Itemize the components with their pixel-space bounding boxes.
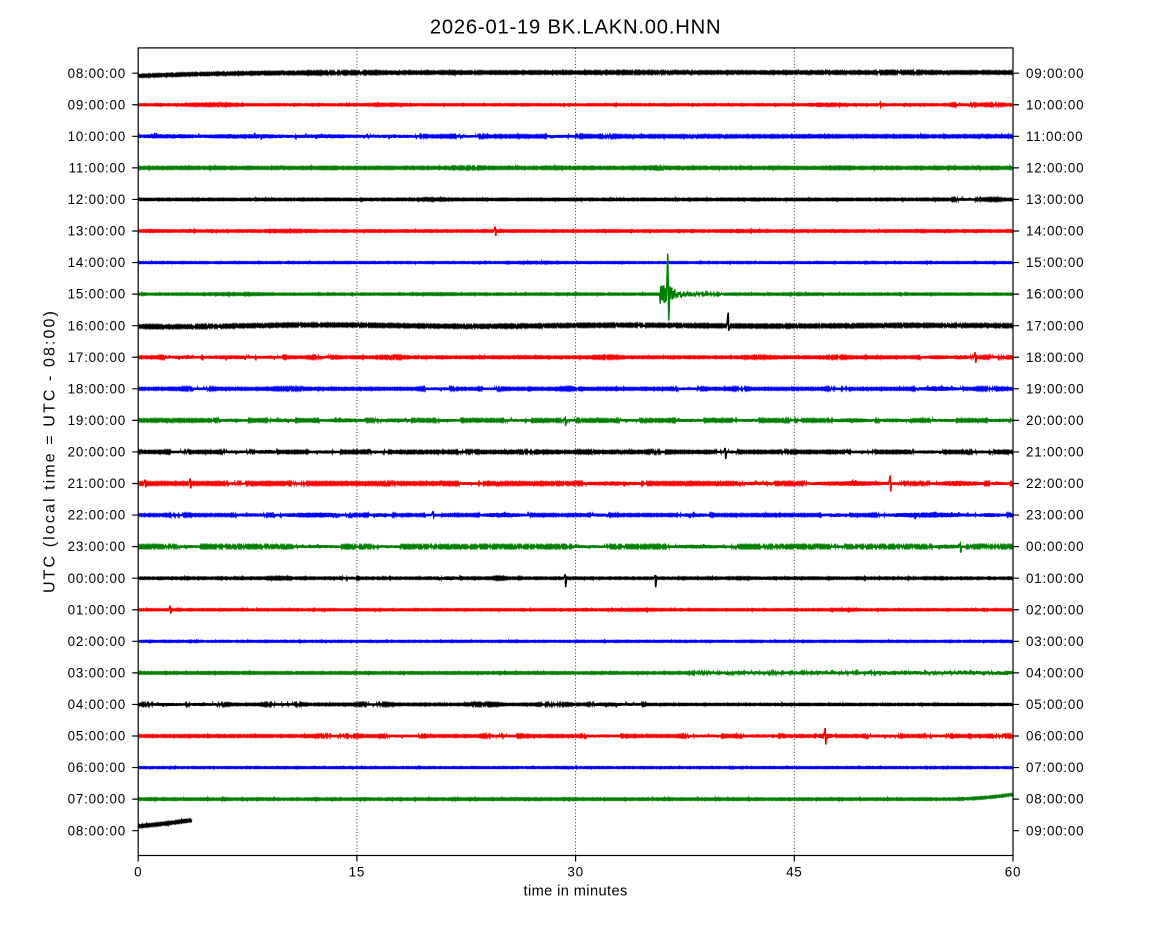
svg-text:15:00:00: 15:00:00	[68, 287, 126, 302]
svg-text:2026-01-19 BK.LAKN.00.HNN: 2026-01-19 BK.LAKN.00.HNN	[430, 17, 722, 39]
svg-text:20:00:00: 20:00:00	[1026, 413, 1084, 428]
svg-text:03:00:00: 03:00:00	[68, 665, 126, 680]
svg-text:06:00:00: 06:00:00	[1026, 729, 1084, 744]
svg-text:04:00:00: 04:00:00	[1026, 665, 1084, 680]
svg-text:07:00:00: 07:00:00	[68, 792, 126, 807]
svg-text:12:00:00: 12:00:00	[1026, 160, 1084, 175]
svg-text:11:00:00: 11:00:00	[1026, 129, 1083, 144]
svg-text:21:00:00: 21:00:00	[1026, 445, 1084, 460]
svg-text:14:00:00: 14:00:00	[1026, 224, 1084, 239]
svg-text:30: 30	[567, 865, 583, 880]
svg-text:11:00:00: 11:00:00	[69, 160, 126, 175]
svg-text:01:00:00: 01:00:00	[1026, 571, 1084, 586]
svg-text:18:00:00: 18:00:00	[1026, 350, 1084, 365]
svg-text:10:00:00: 10:00:00	[68, 129, 126, 144]
svg-text:17:00:00: 17:00:00	[1026, 318, 1084, 333]
svg-text:02:00:00: 02:00:00	[68, 634, 126, 649]
svg-text:12:00:00: 12:00:00	[68, 192, 126, 207]
svg-text:05:00:00: 05:00:00	[1026, 697, 1084, 712]
svg-text:23:00:00: 23:00:00	[1026, 508, 1084, 523]
svg-text:09:00:00: 09:00:00	[1026, 823, 1084, 838]
svg-text:04:00:00: 04:00:00	[68, 697, 126, 712]
svg-text:10:00:00: 10:00:00	[1026, 97, 1084, 112]
svg-text:15: 15	[349, 865, 365, 880]
svg-text:08:00:00: 08:00:00	[68, 823, 126, 838]
svg-text:22:00:00: 22:00:00	[1026, 476, 1084, 491]
svg-text:time in minutes: time in minutes	[524, 884, 628, 900]
svg-text:09:00:00: 09:00:00	[1026, 66, 1084, 81]
svg-text:08:00:00: 08:00:00	[1026, 792, 1084, 807]
svg-text:13:00:00: 13:00:00	[68, 224, 126, 239]
svg-text:UTC (local time = UTC - 08:00): UTC (local time = UTC - 08:00)	[42, 309, 59, 593]
svg-text:03:00:00: 03:00:00	[1026, 634, 1084, 649]
svg-text:08:00:00: 08:00:00	[68, 66, 126, 81]
svg-text:19:00:00: 19:00:00	[68, 413, 126, 428]
svg-text:00:00:00: 00:00:00	[1026, 539, 1084, 554]
svg-text:20:00:00: 20:00:00	[68, 445, 126, 460]
svg-text:05:00:00: 05:00:00	[68, 729, 126, 744]
svg-text:19:00:00: 19:00:00	[1026, 381, 1084, 396]
svg-text:15:00:00: 15:00:00	[1026, 255, 1084, 270]
svg-text:21:00:00: 21:00:00	[68, 476, 126, 491]
svg-text:45: 45	[786, 865, 802, 880]
svg-text:16:00:00: 16:00:00	[68, 318, 126, 333]
svg-text:18:00:00: 18:00:00	[68, 381, 126, 396]
svg-text:22:00:00: 22:00:00	[68, 508, 126, 523]
svg-text:01:00:00: 01:00:00	[68, 602, 126, 617]
svg-text:60: 60	[1005, 865, 1021, 880]
svg-text:23:00:00: 23:00:00	[68, 539, 126, 554]
svg-text:06:00:00: 06:00:00	[68, 760, 126, 775]
svg-text:0: 0	[134, 865, 142, 880]
svg-text:13:00:00: 13:00:00	[1026, 192, 1084, 207]
svg-text:02:00:00: 02:00:00	[1026, 602, 1084, 617]
svg-text:14:00:00: 14:00:00	[68, 255, 126, 270]
svg-text:09:00:00: 09:00:00	[68, 97, 126, 112]
svg-text:16:00:00: 16:00:00	[1026, 287, 1084, 302]
svg-text:17:00:00: 17:00:00	[68, 350, 126, 365]
svg-text:00:00:00: 00:00:00	[68, 571, 126, 586]
svg-text:07:00:00: 07:00:00	[1026, 760, 1084, 775]
